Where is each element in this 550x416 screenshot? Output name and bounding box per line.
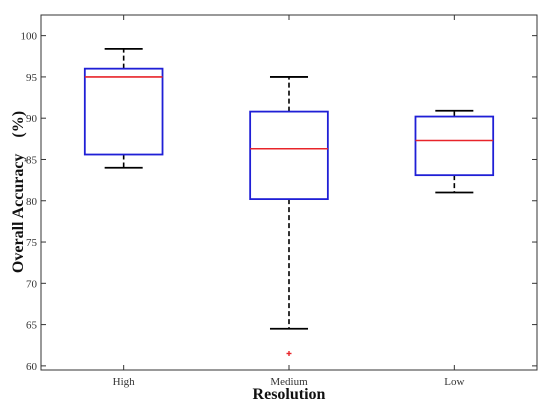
- x-axis-title: Resolution: [253, 386, 326, 403]
- y-tick-label: 90: [26, 113, 38, 125]
- y-tick-label: 75: [26, 237, 38, 249]
- y-axis-ticks: 60 65 70 75 80 85 90 95 100: [21, 31, 537, 373]
- x-tick-label: Low: [444, 376, 464, 388]
- x-axis-ticks: High Medium Low: [113, 15, 464, 388]
- y-tick-label: 70: [26, 278, 38, 290]
- x-tick-label: Medium: [270, 376, 308, 388]
- box-group-low: [414, 109, 495, 194]
- y-tick-label: 80: [26, 196, 38, 208]
- y-axis-title: Overall Accuracy (%): [10, 111, 27, 273]
- box-group-high: [83, 47, 164, 169]
- box-group-medium: [249, 76, 329, 356]
- iqr-box: [83, 67, 164, 156]
- y-tick-label: 85: [26, 154, 38, 166]
- iqr-box: [414, 115, 495, 177]
- iqr-box: [249, 110, 329, 201]
- y-tick-label: 60: [26, 361, 38, 373]
- x-tick-label: High: [113, 376, 136, 388]
- y-tick-label: 95: [26, 72, 38, 84]
- y-tick-label: 100: [21, 31, 38, 43]
- y-tick-label: 65: [26, 320, 38, 332]
- boxplot-series: [83, 47, 495, 356]
